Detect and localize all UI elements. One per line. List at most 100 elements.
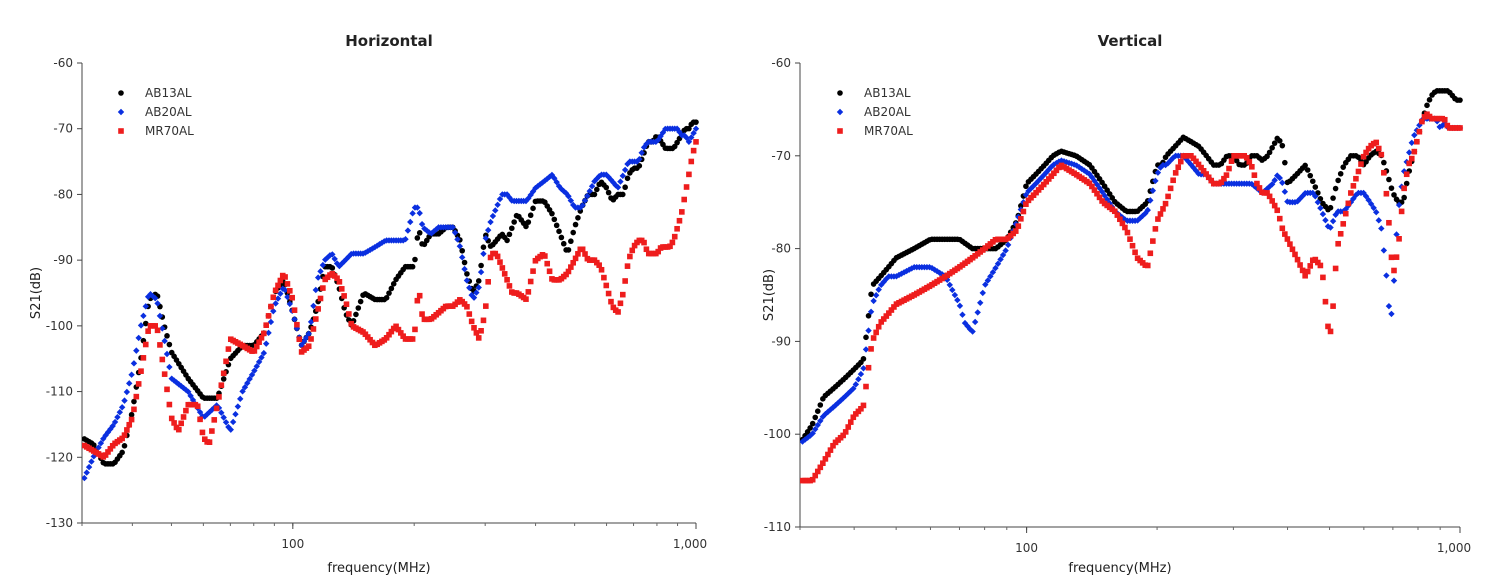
data-point <box>562 190 570 197</box>
data-point <box>121 432 128 438</box>
data-point <box>1358 161 1364 167</box>
data-point <box>1367 200 1375 208</box>
data-point <box>584 192 591 200</box>
data-point <box>504 237 510 244</box>
data-point <box>1147 250 1154 257</box>
data-point <box>97 439 105 447</box>
data-point <box>421 225 428 232</box>
data-point <box>1018 203 1024 209</box>
data-point <box>416 209 423 217</box>
data-point <box>614 184 622 191</box>
x-tick-label: 1,000 <box>673 537 707 551</box>
data-point <box>483 303 489 309</box>
data-point <box>850 414 857 421</box>
data-point <box>376 241 383 248</box>
data-point <box>692 125 700 132</box>
data-point <box>1162 200 1169 207</box>
data-point <box>501 271 508 277</box>
data-point <box>1426 97 1433 103</box>
data-point <box>1282 231 1288 237</box>
data-point <box>196 408 204 416</box>
data-point <box>1457 125 1463 131</box>
data-point <box>655 136 662 144</box>
data-point <box>863 383 869 390</box>
data-point <box>610 179 617 186</box>
data-point <box>253 343 260 350</box>
data-point <box>416 230 423 236</box>
data-point <box>619 172 626 180</box>
data-point <box>681 196 687 203</box>
data-point <box>1294 198 1301 205</box>
data-point <box>296 336 303 343</box>
data-point <box>1053 167 1060 174</box>
data-point <box>208 406 216 414</box>
data-point <box>1264 190 1270 196</box>
data-point <box>800 438 806 445</box>
data-point <box>542 253 548 259</box>
data-point <box>258 354 265 361</box>
data-point <box>274 295 282 302</box>
data-point <box>563 271 569 278</box>
data-point <box>657 133 664 140</box>
data-point <box>817 402 824 408</box>
data-point <box>534 182 541 190</box>
data-point <box>825 451 831 458</box>
data-point <box>525 289 532 295</box>
data-point <box>152 323 159 329</box>
data-point <box>305 330 312 337</box>
data-point <box>1380 247 1388 254</box>
data-point <box>1373 139 1380 146</box>
data-point <box>265 329 272 337</box>
data-point <box>1365 196 1372 204</box>
data-point <box>814 468 821 475</box>
data-point <box>1177 158 1184 165</box>
data-point <box>1111 208 1118 215</box>
data-point <box>997 256 1004 263</box>
data-point <box>225 346 232 352</box>
y-axis-label: S21(dB) <box>29 267 44 319</box>
data-point <box>119 449 125 456</box>
data-point <box>428 230 435 237</box>
data-point <box>1063 158 1070 166</box>
data-point <box>137 322 145 329</box>
data-point <box>400 333 406 339</box>
data-point <box>485 279 491 285</box>
data-point <box>305 343 312 350</box>
data-point <box>1330 195 1336 201</box>
data-point <box>1390 277 1398 284</box>
data-point <box>560 187 567 195</box>
data-point <box>690 129 697 137</box>
data-point <box>1154 169 1162 176</box>
data-point <box>267 318 275 326</box>
data-point <box>598 266 605 273</box>
data-point <box>567 197 575 204</box>
data-point <box>1256 185 1263 191</box>
legend-marker <box>836 108 844 116</box>
data-point <box>961 319 969 327</box>
data-point <box>667 243 673 250</box>
data-point <box>525 195 532 202</box>
data-point <box>154 300 161 307</box>
data-point <box>492 207 499 214</box>
legend-label: AB20AL <box>145 105 192 119</box>
data-point <box>1271 202 1278 209</box>
data-point <box>591 191 598 198</box>
data-point <box>956 302 964 310</box>
legend-label: AB13AL <box>145 86 192 100</box>
data-point <box>883 313 890 319</box>
legend-label: MR70AL <box>864 124 913 138</box>
data-point <box>166 363 173 371</box>
data-point <box>145 328 151 334</box>
data-point <box>631 242 638 249</box>
data-point <box>822 456 829 462</box>
data-point <box>817 464 824 471</box>
data-point <box>568 264 574 270</box>
data-point <box>1315 259 1321 266</box>
data-point <box>928 264 936 272</box>
data-point <box>416 292 423 299</box>
data-point <box>1269 198 1275 204</box>
data-point <box>343 301 350 308</box>
data-point <box>830 442 836 449</box>
data-point <box>506 231 513 238</box>
data-point <box>572 221 579 228</box>
